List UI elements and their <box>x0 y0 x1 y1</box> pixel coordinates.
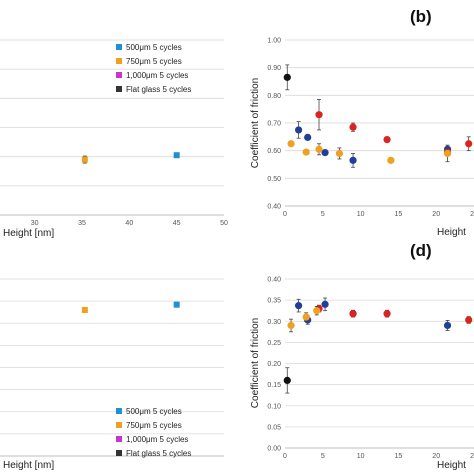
x-tick-label: 10 <box>357 453 365 460</box>
panel-label: (d) <box>410 241 432 260</box>
y-tick-label: 0.40 <box>267 277 281 284</box>
y-tick-label: 0.90 <box>267 65 281 72</box>
y-axis-label: Coefficient of friction <box>250 318 261 408</box>
x-tick-label: 10 <box>357 211 365 218</box>
y-tick-label: 0.10 <box>267 403 281 410</box>
data-point <box>387 156 395 164</box>
x-tick-label: 0 <box>283 453 287 460</box>
legend-entry: 1,000μm 5 cycles <box>126 435 188 444</box>
x-tick-label: 20 <box>432 211 440 218</box>
x-tick-label: 30 <box>31 220 39 227</box>
data-point <box>465 140 473 148</box>
x-tick-label: 5 <box>321 453 325 460</box>
legend-entry: Flat glass 5 cycles <box>126 449 191 458</box>
data-point <box>349 123 357 131</box>
y-tick-label: 0.20 <box>267 361 281 368</box>
x-axis-label: Height <box>437 460 466 471</box>
legend-marker <box>116 408 122 414</box>
y-tick-label: 0.80 <box>267 93 281 100</box>
x-tick-label: 5 <box>321 211 325 218</box>
data-point <box>304 133 312 141</box>
x-axis-label: Height [nm] <box>3 460 54 471</box>
data-point <box>349 310 357 318</box>
x-axis-label: Height <box>437 227 466 238</box>
data-point <box>283 73 291 81</box>
legend-marker <box>116 44 122 50</box>
data-point <box>287 140 295 148</box>
x-tick-label: 35 <box>78 220 86 227</box>
data-point <box>335 149 344 158</box>
y-tick-label: 1.00 <box>267 38 281 45</box>
data-point <box>302 313 310 321</box>
legend-entry: 500μm 5 cycles <box>126 43 182 52</box>
data-point <box>173 152 180 159</box>
legend-marker <box>116 86 122 92</box>
legend-marker <box>116 450 122 456</box>
y-tick-label: 0.00 <box>267 446 281 453</box>
y-tick-label: 0.50 <box>267 176 281 183</box>
data-point <box>81 156 88 163</box>
x-tick-label: 20 <box>432 453 440 460</box>
legend-marker <box>116 436 122 442</box>
legend-marker <box>116 58 122 64</box>
y-axis-label: Coefficient of friction <box>250 78 261 168</box>
legend-marker <box>116 72 122 78</box>
legend-entry: 750μm 5 cycles <box>126 421 182 430</box>
x-tick-label: 50 <box>220 220 228 227</box>
legend-entry: 1,000μm 5 cycles <box>126 71 188 80</box>
data-point <box>173 301 180 308</box>
data-point <box>321 300 329 308</box>
legend-entry: Flat glass 5 cycles <box>126 85 191 94</box>
data-point <box>383 310 391 318</box>
x-tick-label: 15 <box>395 211 403 218</box>
x-tick-label: 0 <box>283 211 287 218</box>
legend-marker <box>116 422 122 428</box>
y-tick-label: 0.40 <box>267 204 281 211</box>
data-point <box>313 307 321 315</box>
data-point <box>287 321 295 330</box>
data-point <box>465 316 473 324</box>
data-point <box>283 376 291 384</box>
y-tick-label: 0.30 <box>267 319 281 326</box>
data-point <box>443 321 452 330</box>
y-tick-label: 0.15 <box>267 382 281 389</box>
x-tick-label: 40 <box>125 220 133 227</box>
data-point <box>349 156 357 164</box>
x-axis-label: Height [nm] <box>3 228 54 239</box>
x-tick-label: 25 <box>470 453 474 460</box>
x-tick-label: 15 <box>395 453 403 460</box>
data-point <box>321 149 329 157</box>
data-point <box>295 302 303 310</box>
legend-entry: 750μm 5 cycles <box>126 57 182 66</box>
y-tick-label: 0.05 <box>267 424 281 431</box>
x-tick-label: 45 <box>173 220 181 227</box>
y-tick-label: 0.60 <box>267 148 281 155</box>
data-point <box>315 145 323 153</box>
data-point <box>315 111 323 119</box>
data-point <box>81 306 88 313</box>
data-point <box>302 148 310 156</box>
data-point <box>383 136 391 144</box>
panel-label: (b) <box>410 7 432 26</box>
x-tick-label: 25 <box>470 211 474 218</box>
legend-entry: 500μm 5 cycles <box>126 407 182 416</box>
y-tick-label: 0.25 <box>267 340 281 347</box>
data-point <box>295 126 303 134</box>
y-tick-label: 0.35 <box>267 298 281 305</box>
y-tick-label: 0.70 <box>267 121 281 128</box>
data-point <box>443 149 452 158</box>
